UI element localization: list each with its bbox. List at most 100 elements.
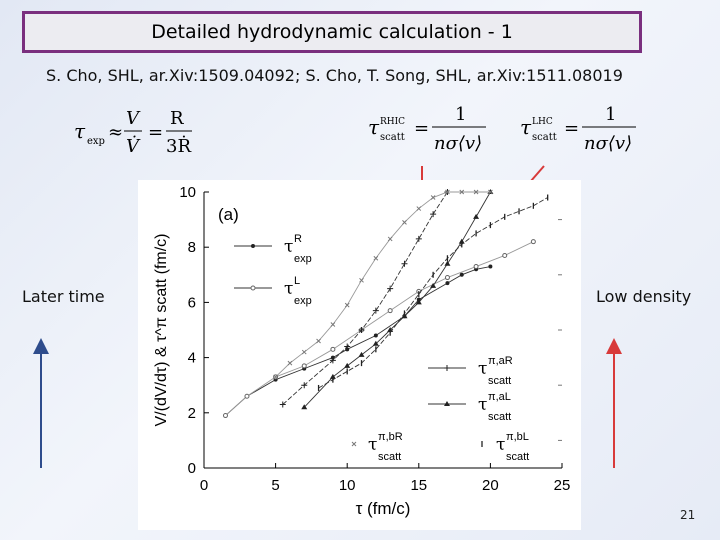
right-label: Low density xyxy=(596,287,692,306)
data-point xyxy=(387,308,393,314)
formula-eq: = xyxy=(564,118,579,139)
legend-sup: π,aL xyxy=(488,391,511,403)
legend-sub: scatt xyxy=(488,375,511,387)
data-point xyxy=(488,189,493,195)
legend-symbol: τ xyxy=(284,237,293,257)
data-point xyxy=(222,413,228,419)
data-point xyxy=(444,275,450,281)
legend-marker xyxy=(444,365,450,371)
data-point xyxy=(358,351,365,357)
y-tick-label: 0 xyxy=(188,460,196,477)
data-point xyxy=(415,235,422,242)
formula-tau: τ xyxy=(74,119,86,143)
legend-symbol: τ xyxy=(496,435,505,455)
formula-V: V xyxy=(126,108,141,129)
formula-eq: = xyxy=(414,118,429,139)
formula-tau-scatt-rhic: τ RHIC scatt = 1 nσ⟨v⟩ xyxy=(368,104,486,154)
slide-title: Detailed hydrodynamic calculation - 1 xyxy=(151,21,513,43)
data-point xyxy=(344,302,350,308)
series-line xyxy=(282,191,448,405)
legend-sub: exp xyxy=(294,253,312,265)
data-point xyxy=(430,211,437,218)
legend-marker xyxy=(250,285,256,291)
x-tick-label: 25 xyxy=(554,477,571,494)
data-point xyxy=(402,220,407,225)
legend-symbol: τ xyxy=(478,395,487,415)
data-point xyxy=(473,189,479,195)
data-point xyxy=(273,374,278,380)
legend-sub: scatt xyxy=(488,411,511,423)
formula-approx: ≈ xyxy=(108,122,123,143)
legend-sub: scatt xyxy=(506,451,529,463)
data-point xyxy=(358,327,365,333)
data-point xyxy=(372,340,379,346)
series-line xyxy=(275,191,491,378)
legend-marker xyxy=(444,401,450,406)
left-label: Later time xyxy=(22,287,105,306)
series-line xyxy=(318,197,548,389)
formula-R: R xyxy=(170,108,184,129)
data-point xyxy=(316,338,321,344)
data-point xyxy=(387,236,393,242)
legend-symbol: τ xyxy=(368,435,377,455)
legend-marker xyxy=(251,244,255,248)
data-point xyxy=(459,272,464,277)
formula-tau-exp: τ exp ≈ V V̇ = R 3Ṙ xyxy=(74,108,192,157)
y-tick-label: 2 xyxy=(188,405,196,422)
data-point xyxy=(401,260,408,267)
data-point xyxy=(459,189,465,195)
data-point xyxy=(301,404,308,410)
data-point xyxy=(301,382,308,389)
data-point xyxy=(502,252,508,258)
data-point xyxy=(329,357,336,364)
data-point xyxy=(416,206,422,211)
data-point xyxy=(329,373,336,379)
data-point xyxy=(373,255,379,261)
data-point xyxy=(458,238,465,244)
legend-sub: exp xyxy=(294,295,312,307)
data-point xyxy=(372,307,379,314)
formula-lhc-sup: LHC xyxy=(532,117,553,127)
formula-tau: τ xyxy=(368,115,380,139)
legend-marker xyxy=(351,441,357,447)
references: S. Cho, SHL, ar.Xiv:1509.04092; S. Cho, … xyxy=(46,66,623,85)
formula-rhic-sup: RHIC xyxy=(380,117,405,127)
data-point xyxy=(488,264,493,269)
legend-symbol: τ xyxy=(284,279,293,299)
formula-eq: = xyxy=(148,122,163,143)
data-point xyxy=(287,360,293,366)
formula-3Rdot: 3Ṙ xyxy=(166,134,191,157)
legend-sub: scatt xyxy=(378,451,401,463)
legend-sup: R xyxy=(294,233,302,245)
plot-panel: 0 5 10 15 20 25 0 2 4 6 8 10 τ (fm/c) V/(dV/dτ) & τ^π… xyxy=(138,180,581,530)
x-tick-label: 0 xyxy=(200,477,208,494)
page-number: 21 xyxy=(680,508,696,522)
data-point xyxy=(444,260,451,266)
data-point xyxy=(473,264,479,270)
formula-scatt-sub: scatt xyxy=(532,132,557,143)
legend-sup: π,bR xyxy=(378,431,403,443)
data-point xyxy=(359,277,364,283)
formula-n-sigma-v: nσ⟨v⟩ xyxy=(584,133,632,154)
formula-tau: τ xyxy=(520,115,532,139)
formula-one: 1 xyxy=(605,104,616,125)
data-point xyxy=(344,362,351,368)
data-point xyxy=(373,333,378,338)
formula-scatt-sub: scatt xyxy=(380,132,405,143)
formula-Vdot: V̇ xyxy=(126,135,141,157)
x-tick-label: 5 xyxy=(271,477,279,494)
data-point xyxy=(344,343,351,350)
x-tick-label: 10 xyxy=(339,477,356,494)
legend-symbol: τ xyxy=(478,359,487,379)
y-axis-label: V/(dV/dτ) & τ^π scatt (fm/c) xyxy=(153,234,170,427)
data-point xyxy=(330,322,336,327)
data-point xyxy=(415,299,422,305)
x-tick-label: 20 xyxy=(482,477,499,494)
data-point xyxy=(279,401,286,408)
legend-sup: L xyxy=(294,275,300,287)
legend-sup: π,bL xyxy=(506,431,529,443)
data-point xyxy=(430,195,436,200)
formula-exp-sub: exp xyxy=(87,136,105,147)
legend-sup: π,aR xyxy=(488,355,513,367)
